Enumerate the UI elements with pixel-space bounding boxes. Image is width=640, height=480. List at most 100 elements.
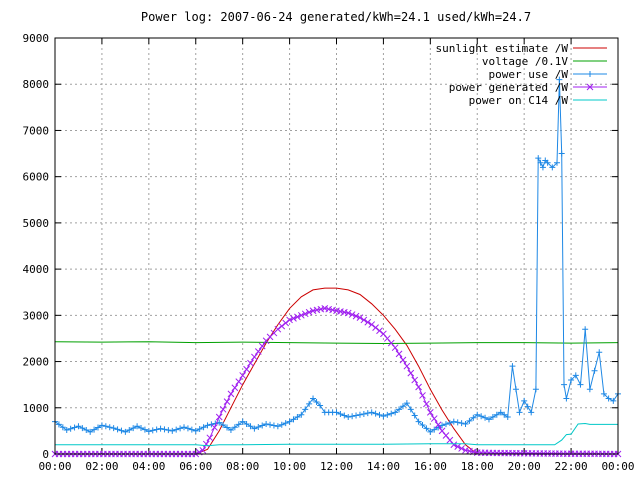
data-point [415,383,422,391]
data-point [349,413,356,420]
data-point [438,427,446,435]
data-point [337,410,344,417]
data-point [196,426,203,433]
data-point [516,409,523,416]
data-point [482,414,489,421]
data-point [345,414,352,421]
data-point [305,308,313,316]
data-point [239,418,246,425]
series-0 [55,287,618,455]
data-point [75,423,82,430]
data-point [360,410,367,417]
data-point [67,425,74,432]
data-point [423,425,430,432]
data-point [294,414,301,421]
data-point [411,412,418,419]
data-point [59,424,66,431]
data-point [219,405,227,413]
series-4 [55,422,618,447]
data-point [282,420,289,427]
data-point [442,421,449,428]
data-point [426,409,434,416]
data-point [387,339,395,347]
data-point [407,406,414,413]
data-point [348,311,356,318]
data-point [364,410,371,417]
data-point [79,425,86,432]
y-tick-label: 3000 [23,309,50,322]
data-point [380,330,387,338]
series-line [55,422,618,447]
data-point [290,416,297,423]
data-point [392,409,399,416]
data-point [313,399,320,405]
data-point [568,377,575,384]
data-point [243,365,250,373]
data-point [497,409,504,416]
data-point [141,426,148,433]
data-point [454,443,462,450]
data-point [596,349,603,356]
x-tick-label: 18:00 [461,460,494,473]
data-point [286,316,293,324]
data-point [200,424,207,431]
data-point [395,350,403,358]
data-point [549,164,556,171]
data-point [470,414,477,421]
x-tick-label: 00:00 [38,460,71,473]
data-point [376,411,383,418]
data-point [353,412,360,419]
data-point [192,427,199,434]
data-point [173,426,180,433]
x-tick-label: 20:00 [508,460,541,473]
data-point [243,420,250,427]
data-point [462,420,469,427]
data-point [130,425,137,432]
data-point [489,414,496,421]
data-point [539,164,546,171]
data-point [290,315,297,322]
data-point [586,386,593,393]
data-point [493,411,500,418]
data-point [224,424,231,431]
data-point [211,424,218,431]
y-tick-label: 2000 [23,356,50,369]
data-point [450,418,457,425]
data-point [63,426,70,433]
data-point [177,425,184,432]
data-point [231,384,239,392]
x-tick-label: 14:00 [367,460,400,473]
data-point [87,428,94,435]
data-point [247,359,254,367]
data-point [254,348,262,355]
data-point [383,335,391,342]
data-point [610,397,617,404]
data-point [255,424,262,431]
data-point [419,422,426,429]
data-point [554,159,561,166]
data-point [501,411,508,418]
data-point [512,386,519,393]
data-point [282,319,290,327]
data-point [317,402,324,409]
data-point [286,418,293,425]
data-point [430,415,438,422]
data-point [458,420,465,427]
data-point [204,422,211,429]
data-point [419,392,426,399]
data-point [294,313,301,321]
data-point [577,381,584,388]
data-point [145,428,152,435]
data-point [403,400,410,407]
y-tick-label: 5000 [23,217,50,230]
data-point [114,426,121,433]
data-point [356,314,364,321]
data-point [380,413,387,420]
data-point [83,426,90,433]
data-point [423,400,430,408]
data-point [235,378,243,385]
data-point [206,434,214,442]
data-point [431,426,438,433]
data-point [439,422,446,429]
data-point [153,426,160,433]
